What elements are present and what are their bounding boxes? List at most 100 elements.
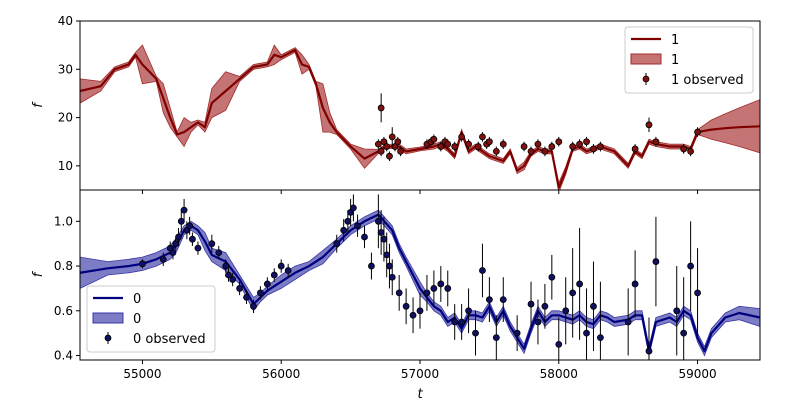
observed-point [333, 240, 341, 248]
observed-point [386, 152, 393, 160]
bottom-panel: 0.4 0.6 0.8 1.0 55000 56000 57000 58000 59000 f t 0… [31, 189, 761, 400]
legend-box [86, 285, 216, 353]
observed-point [354, 222, 361, 230]
observed-point [451, 318, 459, 326]
observed-point [409, 311, 417, 319]
observed-point [194, 244, 202, 252]
observed-point [534, 140, 542, 148]
plot-area [80, 44, 760, 190]
observed-point [175, 233, 182, 241]
y-tick-label: 30 [58, 62, 73, 76]
observed-point [680, 145, 688, 153]
observed-point [377, 147, 385, 155]
observed-point [687, 262, 695, 270]
observed-point [479, 267, 486, 274]
y-tick-label: 0.8 [54, 259, 73, 273]
observed-point [569, 289, 577, 297]
observed-point [377, 104, 385, 112]
legend-label: 1 [671, 53, 679, 68]
observed-point [189, 235, 196, 243]
observed-point [576, 280, 583, 288]
x-tick-label: 58000 [540, 367, 578, 381]
observed-point [277, 262, 285, 270]
y-axis-label: f [31, 101, 46, 108]
observed-point [680, 329, 688, 337]
observed-point [208, 240, 216, 248]
observed-point [270, 271, 278, 279]
observed-point [465, 140, 472, 148]
observed-point [444, 285, 452, 292]
observed-point [383, 251, 391, 259]
observed-point [485, 296, 493, 304]
observed-point [374, 217, 382, 225]
observed-point [388, 133, 396, 141]
observed-point [383, 143, 391, 150]
legend: 0 0 0 observed [86, 285, 216, 353]
observed-point [474, 143, 482, 150]
observed-point [583, 329, 590, 337]
observed-point [590, 145, 597, 153]
model-line [80, 48, 760, 189]
observed-point [492, 334, 500, 342]
observed-point [597, 143, 604, 150]
observed-point [548, 143, 556, 150]
observed-point [534, 318, 542, 326]
observed-point [673, 307, 681, 315]
y-tick-label: 40 [58, 14, 73, 28]
y-tick-label: 20 [58, 111, 73, 125]
observed-point [513, 329, 521, 337]
observed-point [631, 145, 639, 153]
y-axis-label: f [31, 270, 46, 277]
observed-point [423, 289, 431, 297]
observed-point [485, 138, 493, 146]
legend-point-swatch [642, 75, 650, 83]
y-tick-label: 10 [58, 159, 73, 173]
observed-point [139, 260, 146, 268]
observed-point [694, 289, 701, 297]
observed-point [652, 258, 660, 265]
observed-point [499, 296, 507, 304]
observed-point [222, 262, 230, 270]
observed-point [458, 318, 466, 326]
observed-point [555, 138, 563, 146]
x-tick-label: 57000 [401, 367, 439, 381]
observed-point [215, 249, 223, 257]
observed-point [624, 318, 632, 326]
legend-label: 0 observed [133, 332, 206, 347]
observed-point [243, 293, 250, 301]
observed-point [437, 280, 445, 288]
observed-point [569, 143, 577, 150]
observed-point [652, 138, 660, 146]
observed-point [395, 289, 403, 297]
observed-point [250, 302, 257, 310]
x-tick-label: 55000 [123, 367, 161, 381]
legend-label: 1 [671, 33, 679, 48]
legend-band-swatch [630, 53, 662, 65]
observed-point [430, 285, 438, 292]
observed-point [368, 262, 375, 270]
legend-label: 0 [133, 312, 141, 327]
x-tick-label: 56000 [262, 367, 300, 381]
observed-point [186, 222, 194, 230]
observed-point [576, 140, 583, 148]
legend-label: 0 [133, 292, 141, 307]
observed-point [458, 133, 466, 141]
legend: 1 1 1 observed [624, 26, 754, 94]
observed-point [169, 249, 177, 257]
uncertainty-band [80, 209, 760, 357]
observed-point [257, 289, 264, 297]
observed-point [597, 334, 604, 342]
observed-point [225, 271, 232, 279]
observed-point [527, 147, 535, 155]
observed-point [402, 302, 410, 310]
legend-band-swatch [92, 312, 124, 324]
observed-point [361, 233, 368, 241]
observed-point [492, 147, 500, 155]
observed-point [562, 307, 570, 315]
observed-point [527, 300, 535, 308]
observed-point [465, 307, 472, 315]
observed-point [590, 302, 597, 310]
observed-point [444, 140, 452, 148]
x-tick-label: 59000 [678, 367, 716, 381]
